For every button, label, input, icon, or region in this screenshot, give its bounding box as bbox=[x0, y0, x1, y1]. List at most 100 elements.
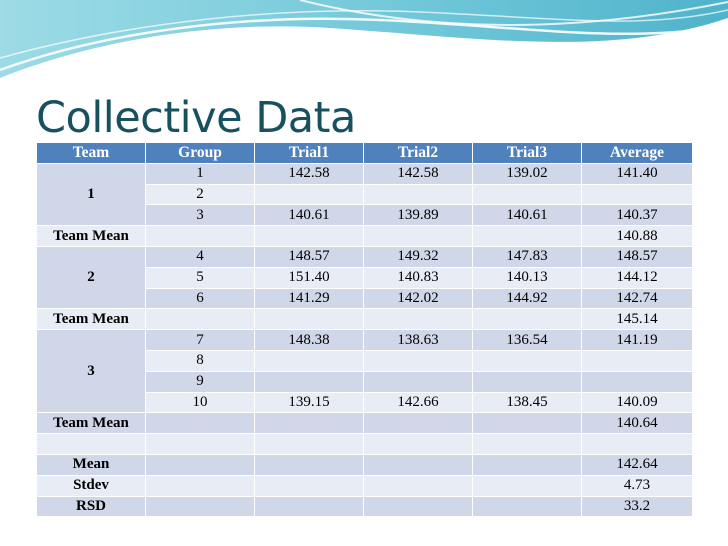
empty-cell bbox=[472, 225, 582, 247]
trial2-cell bbox=[363, 183, 473, 206]
average-cell: 144.12 bbox=[581, 266, 693, 289]
trial3-cell: 147.83 bbox=[472, 245, 582, 268]
trial3-cell: 136.54 bbox=[472, 329, 582, 351]
empty-cell bbox=[581, 433, 693, 455]
header-team: Team bbox=[36, 142, 146, 164]
empty-cell bbox=[145, 308, 255, 331]
empty-cell bbox=[472, 412, 582, 435]
trial1-cell bbox=[254, 183, 364, 206]
trial1-cell: 139.15 bbox=[254, 391, 364, 414]
group-cell: 2 bbox=[145, 183, 255, 206]
average-cell: 141.19 bbox=[581, 329, 693, 351]
average-cell bbox=[581, 349, 693, 372]
collective-data-table: Team Group Trial1 Trial2 Trial3 Average … bbox=[36, 142, 693, 518]
average-cell: 141.40 bbox=[581, 162, 693, 185]
group-cell: 6 bbox=[145, 287, 255, 310]
header-trial2: Trial2 bbox=[363, 142, 473, 164]
average-cell bbox=[581, 370, 693, 393]
trial2-cell bbox=[363, 349, 473, 372]
group-cell: 1 bbox=[145, 162, 255, 185]
empty-cell bbox=[254, 474, 364, 497]
team-mean-row: Team Mean 145.14 bbox=[36, 308, 693, 331]
table-row: 2 4 148.57 149.32 147.83 148.57 bbox=[36, 245, 693, 310]
group-cell: 5 bbox=[145, 266, 255, 289]
summary-value: 142.64 bbox=[581, 453, 693, 476]
empty-cell bbox=[36, 433, 146, 455]
empty-cell bbox=[363, 412, 473, 435]
table-row: 1 1 142.58 142.58 139.02 141.40 bbox=[36, 162, 693, 227]
trial3-cell bbox=[472, 183, 582, 206]
slide-title: Collective Data bbox=[36, 93, 356, 143]
group-cell: 7 bbox=[145, 329, 255, 351]
trial1-cell bbox=[254, 349, 364, 372]
empty-cell bbox=[145, 474, 255, 497]
empty-cell bbox=[145, 495, 255, 518]
trial2-cell: 142.66 bbox=[363, 391, 473, 414]
trial1-cell: 151.40 bbox=[254, 266, 364, 289]
trial2-cell: 142.02 bbox=[363, 287, 473, 310]
empty-cell bbox=[363, 308, 473, 331]
trial1-cell: 142.58 bbox=[254, 162, 364, 185]
team-mean-row: Team Mean 140.64 bbox=[36, 412, 693, 435]
table-row: 3 7 148.38 138.63 136.54 141.19 bbox=[36, 329, 693, 414]
trial3-cell: 139.02 bbox=[472, 162, 582, 185]
trial3-cell: 140.61 bbox=[472, 204, 582, 227]
group-cell: 10 bbox=[145, 391, 255, 414]
trial1-cell bbox=[254, 370, 364, 393]
empty-cell bbox=[472, 495, 582, 518]
trial3-cell bbox=[472, 349, 582, 372]
trial3-cell bbox=[472, 370, 582, 393]
table-row: 2 bbox=[37, 183, 693, 206]
empty-cell bbox=[363, 433, 473, 455]
average-cell: 142.74 bbox=[581, 287, 693, 310]
empty-cell bbox=[363, 474, 473, 497]
empty-cell bbox=[472, 474, 582, 497]
trial2-cell: 139.89 bbox=[363, 204, 473, 227]
summary-row-stdev: Stdev 4.73 bbox=[36, 474, 693, 497]
average-cell bbox=[581, 183, 693, 206]
empty-cell bbox=[254, 433, 364, 455]
average-cell: 140.09 bbox=[581, 391, 693, 414]
empty-cell bbox=[472, 433, 582, 455]
team-label: 2 bbox=[36, 245, 146, 310]
empty-cell bbox=[254, 308, 364, 331]
empty-cell bbox=[472, 453, 582, 476]
table-header-row: Team Group Trial1 Trial2 Trial3 Average bbox=[36, 142, 693, 164]
decorative-wave-banner bbox=[0, 0, 728, 78]
header-trial3: Trial3 bbox=[472, 142, 582, 164]
group-cell: 4 bbox=[145, 245, 255, 268]
summary-label: RSD bbox=[36, 495, 146, 518]
spacer-row bbox=[36, 433, 693, 455]
empty-cell bbox=[472, 308, 582, 331]
table-row: 5 151.40 140.83 140.13 144.12 bbox=[37, 266, 693, 289]
summary-row-rsd: RSD 33.2 bbox=[36, 495, 693, 518]
trial1-cell: 140.61 bbox=[254, 204, 364, 227]
empty-cell bbox=[363, 225, 473, 247]
group-cell: 3 bbox=[145, 204, 255, 227]
summary-row-mean: Mean 142.64 bbox=[36, 453, 693, 476]
average-cell: 148.57 bbox=[581, 245, 693, 268]
trial3-cell: 140.13 bbox=[472, 266, 582, 289]
trial1-cell: 148.57 bbox=[254, 245, 364, 268]
empty-cell bbox=[145, 453, 255, 476]
trial2-cell: 142.58 bbox=[363, 162, 473, 185]
team-mean-label: Team Mean bbox=[36, 412, 146, 435]
team-label: 3 bbox=[36, 329, 146, 414]
team-mean-label: Team Mean bbox=[36, 225, 146, 247]
summary-value: 4.73 bbox=[581, 474, 693, 497]
trial2-cell: 149.32 bbox=[363, 245, 473, 268]
empty-cell bbox=[254, 412, 364, 435]
empty-cell bbox=[145, 433, 255, 455]
empty-cell bbox=[254, 453, 364, 476]
trial2-cell: 140.83 bbox=[363, 266, 473, 289]
summary-label: Stdev bbox=[36, 474, 146, 497]
average-cell: 140.37 bbox=[581, 204, 693, 227]
trial3-cell: 144.92 bbox=[472, 287, 582, 310]
trial2-cell: 138.63 bbox=[363, 329, 473, 351]
team-mean-label: Team Mean bbox=[36, 308, 146, 331]
empty-cell bbox=[145, 225, 255, 247]
team-label: 1 bbox=[36, 162, 146, 227]
empty-cell bbox=[145, 412, 255, 435]
team-mean-value: 140.64 bbox=[581, 412, 693, 435]
team-mean-row: Team Mean 140.88 bbox=[36, 225, 693, 247]
